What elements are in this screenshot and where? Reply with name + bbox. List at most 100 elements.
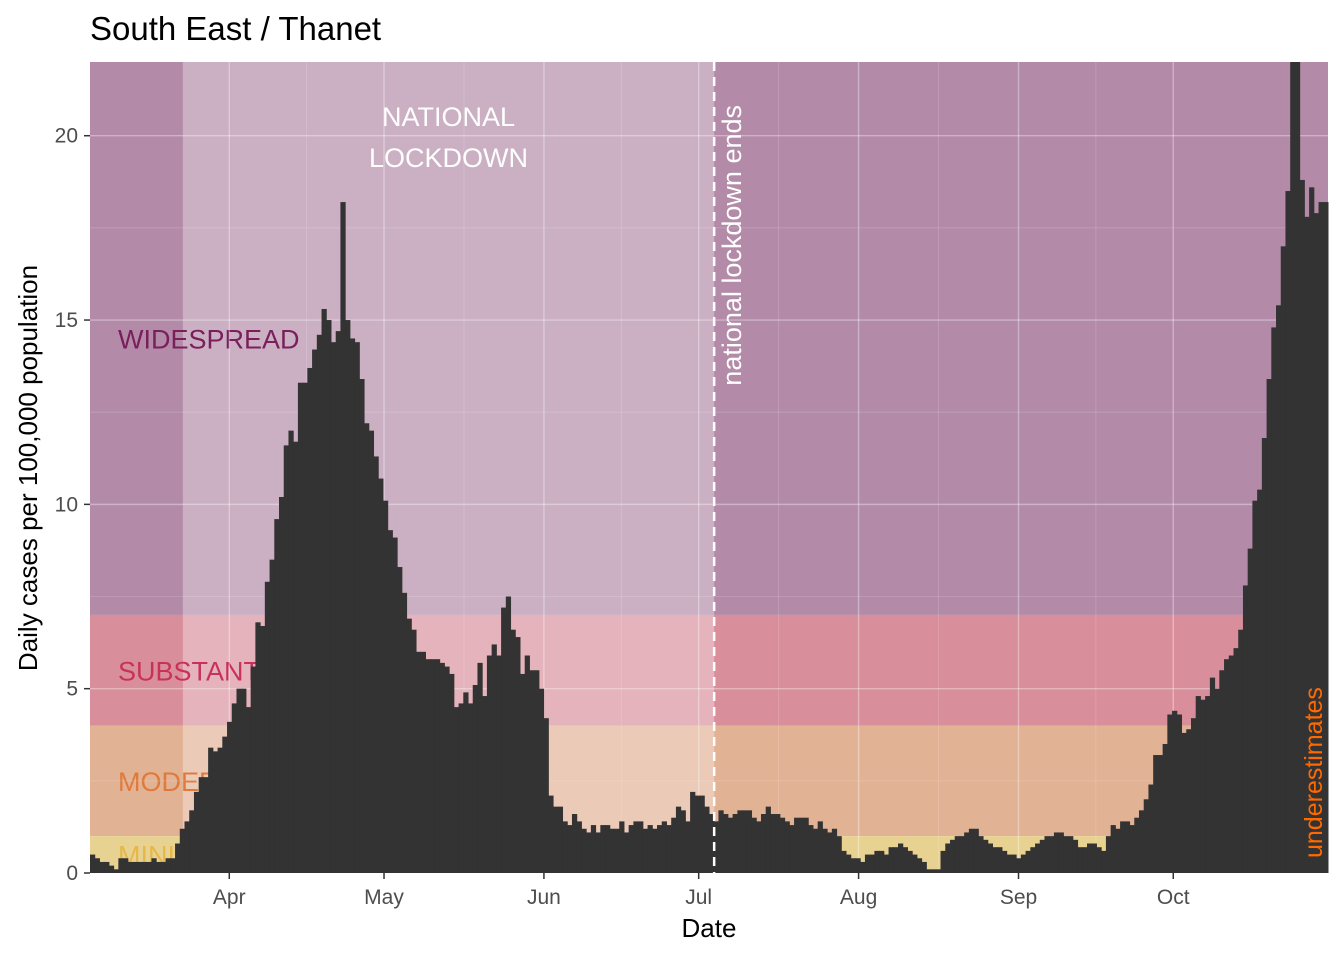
zone-label-widespread: WIDESPREAD [118,324,300,354]
case-bar [1219,670,1225,873]
y-tick-label: 0 [66,862,78,885]
case-bar [1233,648,1239,873]
case-bar [931,869,937,873]
case-bar [874,850,880,873]
case-bar [184,821,190,873]
case-bar [1134,817,1140,873]
case-bar [529,670,535,873]
case-bar [553,806,559,873]
case-bar [297,382,304,873]
case-bar [657,825,663,873]
case-bar [430,659,436,873]
case-bar [501,607,507,873]
case-bar [1257,489,1263,873]
case-bar [1148,784,1154,873]
case-bar [1035,843,1041,873]
case-bar [959,836,965,873]
case-bar [198,777,204,873]
case-bar [907,850,913,873]
lockdown-end-label: national lockdown ends [717,105,747,386]
case-bar [1200,699,1206,873]
case-bar [760,814,767,873]
lockdown-label-line2: LOCKDOWN [369,143,528,173]
case-bar [330,342,337,873]
case-bar [968,828,975,873]
case-bar [170,858,176,873]
case-bar [1039,839,1045,873]
case-bar [434,659,441,873]
case-bar [482,696,488,873]
case-bar [1224,659,1230,873]
x-tick-label: Jul [685,886,712,909]
case-bar [898,843,904,873]
case-bar [949,839,956,873]
case-bar [1318,202,1324,874]
case-bar [1323,202,1329,874]
case-bar [983,839,989,873]
case-bar [902,847,908,873]
case-bar [1025,850,1031,873]
case-bar [444,666,450,873]
case-bar [373,456,379,873]
case-bar [519,673,526,873]
case-bar [123,858,129,873]
case-bar [879,850,885,873]
chart-title: South East / Thanet [90,10,381,47]
case-bar [912,854,918,873]
case-bar [1252,500,1258,873]
case-bar [236,688,242,873]
case-bar [245,707,252,873]
case-bar [1209,677,1216,873]
case-bar [1186,729,1192,873]
case-bar [557,806,564,873]
y-tick-label: 20 [55,125,78,148]
case-bar [1006,854,1012,873]
case-bar [1304,216,1310,873]
case-bar [595,832,601,873]
case-bar [978,836,984,873]
case-bar [723,814,729,873]
case-bar [453,707,460,873]
case-bar [151,858,157,873]
case-bar [1238,629,1244,873]
case-bar [742,810,748,873]
case-bar [798,817,805,873]
case-bar [217,747,223,873]
case-bar [496,655,502,873]
case-bar [1110,825,1116,873]
case-bar [869,854,875,873]
case-bar [274,519,280,873]
case-bar [534,670,540,873]
case-bar [1205,696,1211,873]
case-bar [997,847,1003,873]
case-bar [212,751,219,873]
case-bar [647,825,653,873]
case-bar [302,382,308,873]
case-bar [1101,850,1107,873]
case-bar [855,858,861,873]
case-bar [1162,743,1168,873]
case-bar [420,651,426,873]
lockdown-label-line1: NATIONAL [382,102,515,132]
case-bar [99,861,105,873]
case-bar [1138,810,1145,873]
case-bar [1228,655,1234,873]
case-bar [789,825,795,873]
case-bar [926,869,932,873]
case-bar [1190,718,1197,873]
case-bar [1105,836,1112,873]
case-bar [515,637,521,873]
case-bar [1290,62,1296,873]
case-bar [241,688,247,873]
case-bar [1044,836,1050,873]
case-bar [1124,821,1131,873]
case-bar [652,828,658,873]
case-bar [586,832,592,873]
case-bar [614,828,620,873]
y-axis-title: Daily cases per 100,000 population [13,265,43,671]
case-bar [1153,755,1159,873]
case-bar [709,814,715,873]
case-bar [118,858,124,873]
case-bar [935,869,942,873]
